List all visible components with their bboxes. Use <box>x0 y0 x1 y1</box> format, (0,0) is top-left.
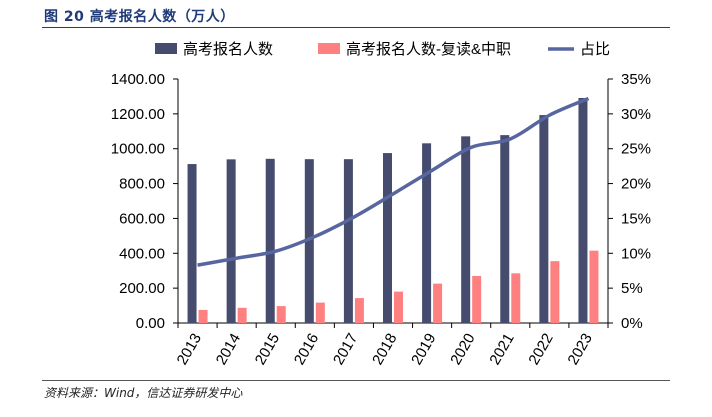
y-right-tick-label: 25% <box>621 141 651 158</box>
bar-repeat-vocational <box>589 251 598 323</box>
x-tick-label: 2022 <box>525 331 556 368</box>
bar-repeat-vocational <box>433 284 442 323</box>
legend-share-label: 占比 <box>580 41 610 58</box>
bar-repeat-vocational <box>355 298 364 323</box>
y-left-tick-label: 1200.00 <box>111 106 165 123</box>
bar-repeat-vocational <box>472 276 481 323</box>
bar-total <box>227 159 236 323</box>
y-right-tick-label: 0% <box>621 315 643 332</box>
share-line <box>198 99 589 266</box>
bar-repeat-vocational <box>316 303 325 323</box>
bar-repeat-vocational <box>394 292 403 323</box>
bar-total <box>344 159 353 323</box>
y-right-tick-label: 10% <box>621 245 651 262</box>
bar-repeat-vocational <box>277 306 286 323</box>
x-tick-label: 2020 <box>447 331 478 368</box>
bar-total <box>500 135 509 323</box>
x-tick-label: 2014 <box>213 331 244 368</box>
x-tick-label: 2015 <box>252 331 283 368</box>
y-right-tick-label: 15% <box>621 210 651 227</box>
legend-repeat-vocational-label: 高考报名人数-复读&中职 <box>346 40 511 58</box>
x-tick-label: 2018 <box>369 331 400 368</box>
chart: 0.00 200.00 400.00 600.00 800.00 1000.00 1200.… <box>0 0 712 417</box>
y-right-tick-label: 35% <box>621 71 651 88</box>
x-tick-label: 2023 <box>565 331 596 368</box>
y-left-tick-label: 1400.00 <box>111 71 165 88</box>
bar-total <box>383 153 392 323</box>
bar-total <box>578 98 587 323</box>
y-right-tick-label: 30% <box>621 106 651 123</box>
x-tick-label: 2019 <box>408 331 439 368</box>
bar-total <box>539 115 548 323</box>
x-tick-label: 2016 <box>291 331 322 368</box>
bar-total <box>266 159 275 323</box>
x-tick-label: 2021 <box>486 331 517 368</box>
x-tick-label: 2017 <box>330 331 361 368</box>
bar-repeat-vocational <box>511 273 520 323</box>
bar-total <box>188 164 197 323</box>
x-tick-label: 2013 <box>174 331 205 368</box>
legend-total-swatch <box>155 43 177 54</box>
y-left-tick-label: 800.00 <box>119 176 165 193</box>
bar-repeat-vocational <box>238 308 247 323</box>
y-left-tick-label: 600.00 <box>119 210 165 227</box>
source-note: 资料来源：Wind，信达证券研发中心 <box>44 384 242 401</box>
y-left-tick-label: 400.00 <box>119 245 165 262</box>
y-left-tick-label: 1000.00 <box>111 141 165 158</box>
y-left-tick-label: 0.00 <box>136 315 165 332</box>
y-right-tick-label: 5% <box>621 280 643 297</box>
y-left-tick-label: 200.00 <box>119 280 165 297</box>
legend-total-label: 高考报名人数 <box>183 41 273 58</box>
bar-repeat-vocational <box>550 261 559 323</box>
y-right-tick-label: 20% <box>621 176 651 193</box>
legend-repeat-vocational-swatch <box>318 43 340 54</box>
bar-repeat-vocational <box>199 310 208 323</box>
bar-total <box>461 136 470 323</box>
source-divider <box>42 380 670 381</box>
